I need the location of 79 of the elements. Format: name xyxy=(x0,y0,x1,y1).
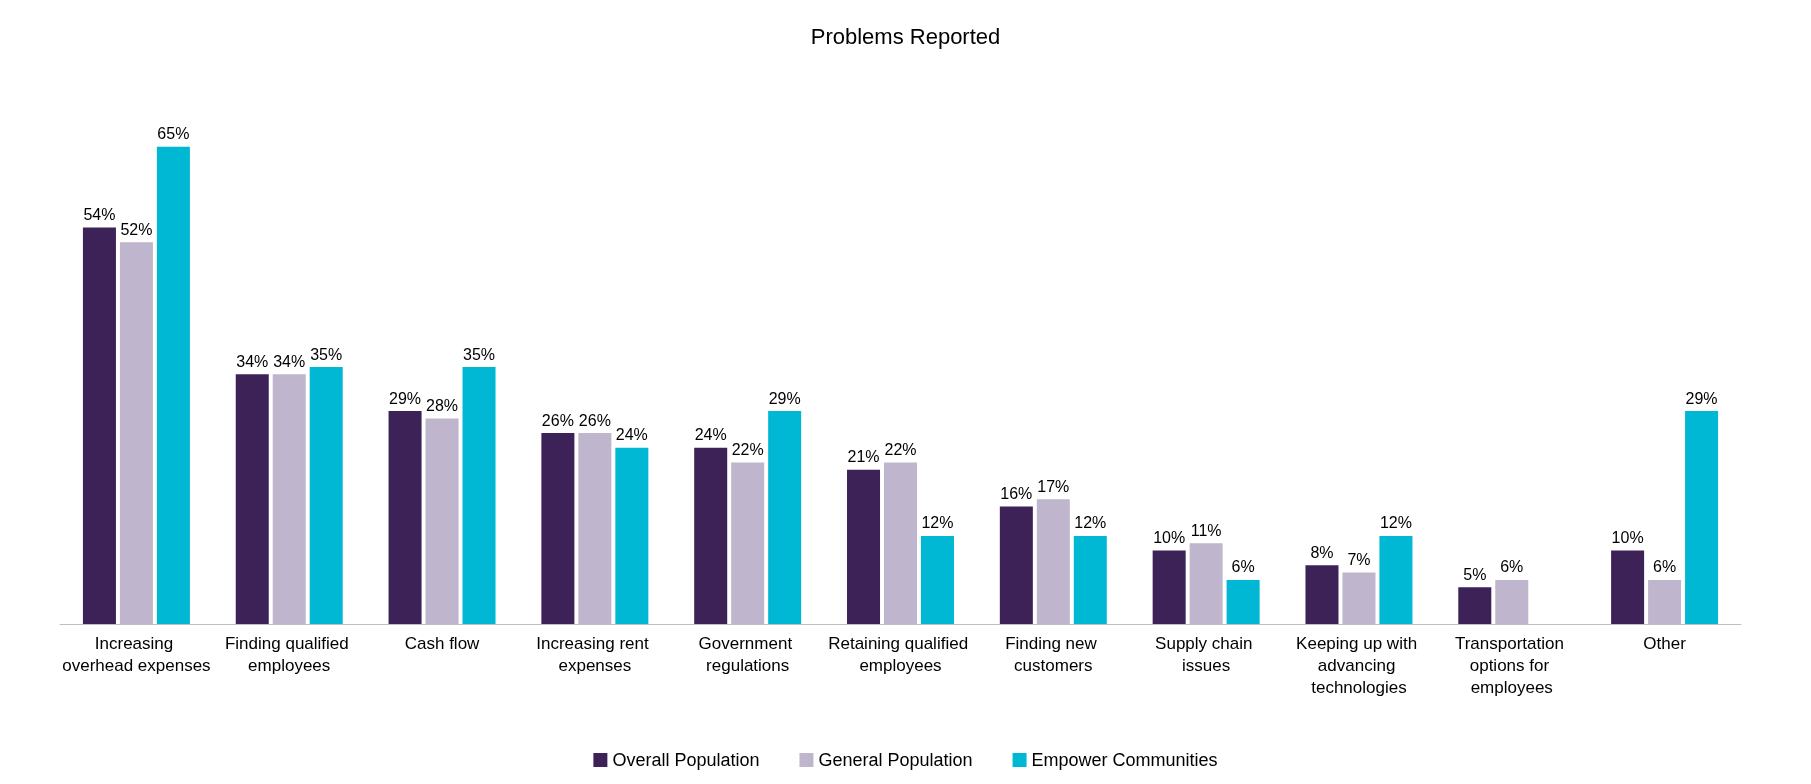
data-label: 22% xyxy=(884,440,917,458)
bar xyxy=(578,433,612,624)
bar xyxy=(847,469,881,624)
bar xyxy=(272,374,306,624)
data-label: 16% xyxy=(1000,485,1033,503)
legend-label: Empower Communities xyxy=(1031,750,1218,770)
data-label: 22% xyxy=(731,440,764,458)
data-label: 12% xyxy=(921,514,954,532)
x-tick-label: Transportation options for employees xyxy=(1454,633,1569,697)
data-label: 52% xyxy=(120,220,153,238)
data-label: 65% xyxy=(157,125,190,143)
bar xyxy=(1648,579,1682,624)
data-label: 26% xyxy=(578,411,611,429)
bar xyxy=(768,411,802,624)
x-tick-label: Keeping up with advancing technologies xyxy=(1296,633,1422,697)
legend-label: General Population xyxy=(818,750,973,770)
bar xyxy=(462,367,496,624)
data-label: 34% xyxy=(236,352,269,370)
bar xyxy=(309,367,343,624)
data-label: 6% xyxy=(1231,558,1255,576)
bar xyxy=(1036,499,1070,624)
bar xyxy=(388,411,422,624)
bar xyxy=(883,462,918,624)
bar xyxy=(1342,572,1376,624)
data-label: 17% xyxy=(1037,477,1070,495)
data-label: 35% xyxy=(310,345,343,363)
data-label: 29% xyxy=(389,389,422,407)
bar xyxy=(1379,535,1413,624)
legend-label: Overall Population xyxy=(612,750,760,770)
x-tick-label: Supply chain issues xyxy=(1155,633,1258,675)
bar xyxy=(1611,550,1645,624)
bar xyxy=(615,447,649,624)
chart-title: Problems Reported xyxy=(810,23,1001,49)
bar xyxy=(731,462,765,624)
bar xyxy=(1073,535,1107,624)
bar xyxy=(1495,579,1529,624)
bar xyxy=(1305,565,1339,624)
bar xyxy=(1189,543,1223,624)
data-label: 21% xyxy=(847,448,880,466)
data-label: 24% xyxy=(694,426,727,444)
data-label: 8% xyxy=(1310,543,1334,561)
bar xyxy=(694,447,728,624)
x-tick-label: Other xyxy=(1643,633,1687,653)
bar xyxy=(1226,579,1260,624)
data-label: 28% xyxy=(426,396,459,414)
bar xyxy=(920,535,954,624)
x-tick-label: Finding qualified employees xyxy=(224,633,354,675)
data-label: 35% xyxy=(463,345,496,363)
bar xyxy=(156,146,190,624)
bar xyxy=(1685,411,1719,624)
bar xyxy=(425,418,459,624)
x-tick-label: Increasing overhead expenses xyxy=(62,633,211,675)
data-label: 26% xyxy=(541,411,574,429)
x-tick-label: Increasing rent expenses xyxy=(536,633,654,675)
data-label: 11% xyxy=(1190,521,1222,539)
data-label: 12% xyxy=(1379,514,1412,532)
bar xyxy=(1458,587,1492,624)
bar xyxy=(235,374,269,624)
data-label: 29% xyxy=(768,389,801,407)
data-label: 10% xyxy=(1153,529,1186,547)
data-label: 7% xyxy=(1347,551,1371,569)
x-tick-label: Finding new customers xyxy=(1005,633,1102,675)
bar xyxy=(541,433,575,624)
data-label: 34% xyxy=(273,352,306,370)
x-tick-label: Government regulations xyxy=(698,633,797,675)
data-label: 54% xyxy=(83,205,116,223)
data-label: 12% xyxy=(1074,514,1107,532)
bar xyxy=(82,227,116,624)
bar xyxy=(1152,550,1186,624)
data-label: 24% xyxy=(615,426,648,444)
data-label: 5% xyxy=(1463,565,1487,583)
x-tick-label: Cash flow xyxy=(404,633,481,653)
data-label: 6% xyxy=(1653,558,1677,576)
bar xyxy=(119,242,153,624)
data-label: 29% xyxy=(1685,389,1718,407)
data-label: 10% xyxy=(1611,529,1644,547)
x-tick-label: Retaining qualified employees xyxy=(828,633,973,675)
bar xyxy=(999,506,1033,624)
data-label: 6% xyxy=(1500,558,1524,576)
